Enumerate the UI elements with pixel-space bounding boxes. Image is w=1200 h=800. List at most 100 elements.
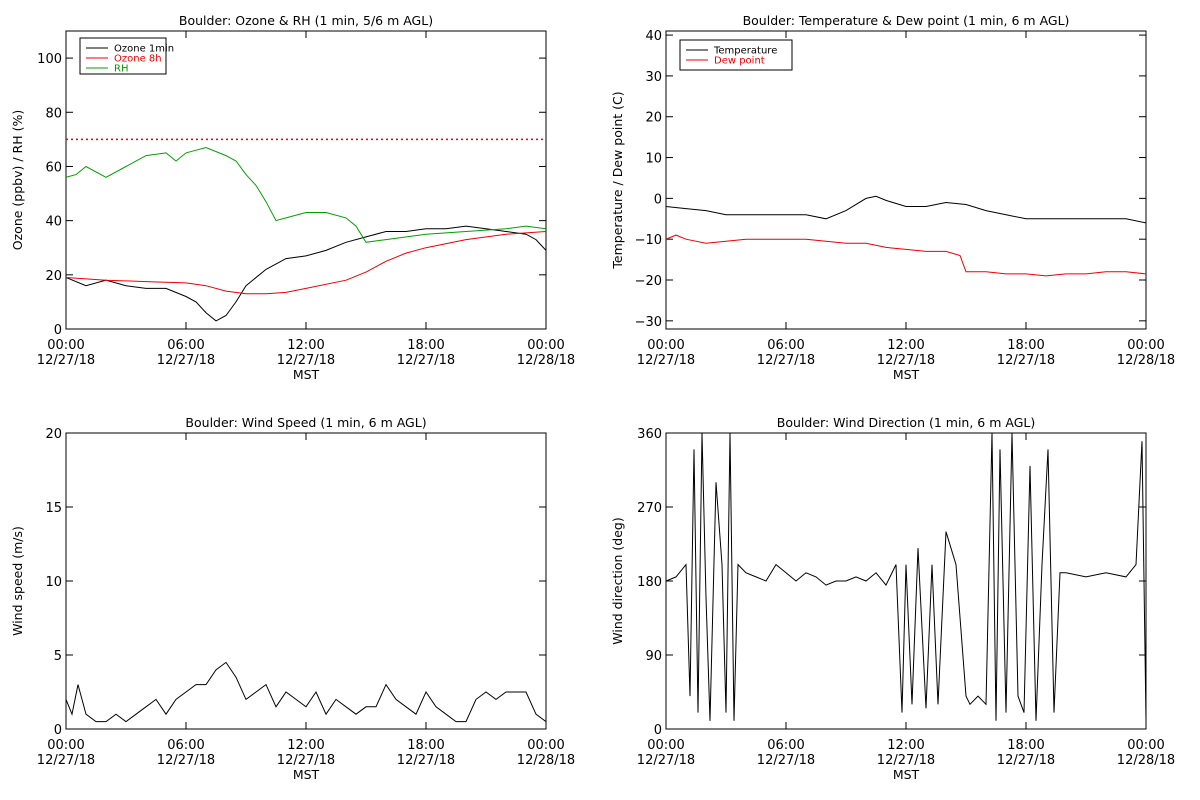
chart-title: Boulder: Wind Speed (1 min, 6 m AGL) xyxy=(185,415,426,430)
x-tick-label-time: 00:00 xyxy=(647,338,684,353)
x-tick-label-time: 18:00 xyxy=(407,338,444,353)
x-tick-label-date: 12/27/18 xyxy=(37,353,95,368)
x-tick-label-date: 12/27/18 xyxy=(877,353,935,368)
x-tick-label-date: 12/27/18 xyxy=(637,353,695,368)
x-tick-label-date: 12/27/18 xyxy=(397,353,455,368)
y-tick-label: 5 xyxy=(54,649,62,664)
x-tick-label-date: 12/27/18 xyxy=(277,353,335,368)
y-tick-label: 10 xyxy=(645,152,662,167)
x-tick-label-time: 12:00 xyxy=(287,338,324,353)
x-axis-label: MST xyxy=(893,767,920,782)
chart-title: Boulder: Temperature & Dew point (1 min,… xyxy=(743,13,1070,28)
x-tick-label-date: 12/28/18 xyxy=(517,353,575,368)
y-tick-label: 360 xyxy=(637,427,662,442)
series-line-series-1 xyxy=(666,433,1146,721)
y-tick-label: −20 xyxy=(635,274,662,289)
x-tick-label-date: 12/27/18 xyxy=(37,753,95,768)
y-tick-label: 270 xyxy=(637,501,662,516)
y-tick-label: 20 xyxy=(45,427,62,442)
x-tick-label-time: 06:00 xyxy=(767,738,804,753)
x-tick-label-date: 12/27/18 xyxy=(277,753,335,768)
y-tick-label: 100 xyxy=(37,52,62,67)
plot-area xyxy=(666,433,1146,721)
series-line-rh xyxy=(66,146,546,243)
x-axis-label: MST xyxy=(893,367,920,382)
x-tick-label-date: 12/27/18 xyxy=(997,753,1055,768)
plot-area xyxy=(66,661,546,723)
x-tick-label-date: 12/27/18 xyxy=(157,353,215,368)
y-tick-label: 0 xyxy=(54,723,62,738)
y-tick-label: 0 xyxy=(54,323,62,338)
x-axis-label: MST xyxy=(293,767,320,782)
x-tick-label-time: 12:00 xyxy=(287,738,324,753)
y-tick-label: 30 xyxy=(645,70,662,85)
chart-3: Boulder: Wind Speed (1 min, 6 m AGL) 0 5 10… xyxy=(10,415,575,782)
y-axis-label: Wind speed (m/s) xyxy=(10,526,25,636)
chart-1: Boulder: Ozone & RH (1 min, 5/6 m AGL) 0 2… xyxy=(10,13,575,382)
chart-4: Boulder: Wind Direction (1 min, 6 m AGL)… xyxy=(610,415,1175,782)
legend-label: Temperature xyxy=(713,46,777,57)
y-axis-label: Temperature / Dew point (C) xyxy=(610,91,625,269)
x-tick-label-time: 12:00 xyxy=(887,338,924,353)
x-tick-label-date: 12/28/18 xyxy=(1117,753,1175,768)
plot-area xyxy=(666,195,1146,277)
y-tick-label: −10 xyxy=(635,233,662,248)
chart-2: Boulder: Temperature & Dew point (1 min,… xyxy=(610,13,1175,382)
plot-frame xyxy=(665,30,1147,330)
series-line-ozone-8h xyxy=(66,231,546,295)
x-tick-label-time: 00:00 xyxy=(47,738,84,753)
y-tick-label: 10 xyxy=(45,575,62,590)
x-tick-label-time: 00:00 xyxy=(527,338,564,353)
x-tick-label-time: 06:00 xyxy=(767,338,804,353)
series-line-temperature xyxy=(666,195,1146,224)
x-tick-label-date: 12/27/18 xyxy=(877,753,935,768)
x-tick-label-date: 12/28/18 xyxy=(517,753,575,768)
y-tick-label: 180 xyxy=(637,575,662,590)
legend-label: Ozone 8h xyxy=(114,54,162,65)
x-tick-label-date: 12/27/18 xyxy=(757,353,815,368)
y-tick-label: 40 xyxy=(45,215,62,230)
x-axis-label: MST xyxy=(293,367,320,382)
y-tick-label: 15 xyxy=(45,501,62,516)
x-tick-label-time: 00:00 xyxy=(1127,338,1164,353)
series-line-ozone-1min xyxy=(66,225,546,322)
y-axis-label: Wind direction (deg) xyxy=(610,517,625,644)
plot-frame xyxy=(65,30,547,330)
plot-area xyxy=(66,138,546,322)
legend-label: Ozone 1min xyxy=(114,44,174,55)
x-tick-label-time: 00:00 xyxy=(647,738,684,753)
x-tick-label-time: 00:00 xyxy=(1127,738,1164,753)
x-tick-label-date: 12/27/18 xyxy=(757,753,815,768)
x-tick-label-date: 12/28/18 xyxy=(1117,353,1175,368)
plot-frame xyxy=(65,432,547,730)
y-tick-label: −30 xyxy=(635,315,662,330)
series-line-series-1 xyxy=(66,661,546,723)
x-tick-label-time: 00:00 xyxy=(47,338,84,353)
x-tick-label-time: 00:00 xyxy=(527,738,564,753)
x-tick-label-date: 12/27/18 xyxy=(157,753,215,768)
x-tick-label-time: 06:00 xyxy=(167,738,204,753)
series-line-dew-point xyxy=(666,234,1146,277)
x-tick-label-time: 06:00 xyxy=(167,338,204,353)
y-tick-label: 20 xyxy=(45,269,62,284)
y-tick-label: 40 xyxy=(645,29,662,44)
chart-title: Boulder: Ozone & RH (1 min, 5/6 m AGL) xyxy=(179,13,433,28)
x-tick-label-time: 18:00 xyxy=(407,738,444,753)
y-axis-label: Ozone (ppbv) / RH (%) xyxy=(10,110,25,250)
x-tick-label-date: 12/27/18 xyxy=(397,753,455,768)
y-tick-label: 0 xyxy=(654,192,662,207)
chart-title: Boulder: Wind Direction (1 min, 6 m AGL) xyxy=(777,415,1035,430)
y-tick-label: 20 xyxy=(645,111,662,126)
y-tick-label: 90 xyxy=(645,649,662,664)
legend-label: RH xyxy=(114,64,128,75)
x-tick-label-time: 18:00 xyxy=(1007,738,1044,753)
x-tick-label-time: 18:00 xyxy=(1007,338,1044,353)
legend-label: Dew point xyxy=(714,56,765,67)
legend-box xyxy=(679,39,793,71)
y-tick-label: 60 xyxy=(45,160,62,175)
y-tick-label: 80 xyxy=(45,106,62,121)
x-tick-label-time: 12:00 xyxy=(887,738,924,753)
